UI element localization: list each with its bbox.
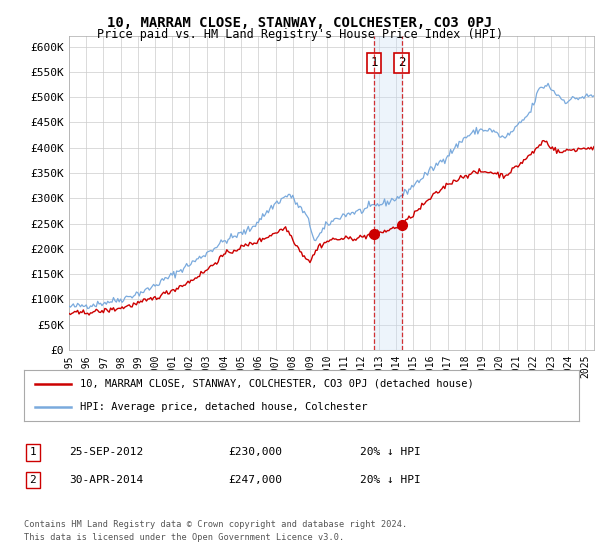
- Text: This data is licensed under the Open Government Licence v3.0.: This data is licensed under the Open Gov…: [24, 533, 344, 542]
- Text: 10, MARRAM CLOSE, STANWAY, COLCHESTER, CO3 0PJ: 10, MARRAM CLOSE, STANWAY, COLCHESTER, C…: [107, 16, 493, 30]
- Text: 1: 1: [370, 56, 378, 69]
- Text: 1: 1: [29, 447, 37, 458]
- Text: Price paid vs. HM Land Registry's House Price Index (HPI): Price paid vs. HM Land Registry's House …: [97, 28, 503, 41]
- Text: £247,000: £247,000: [228, 475, 282, 485]
- Text: 20% ↓ HPI: 20% ↓ HPI: [360, 475, 421, 485]
- Text: 20% ↓ HPI: 20% ↓ HPI: [360, 447, 421, 458]
- Text: 2: 2: [398, 56, 406, 69]
- Text: 30-APR-2014: 30-APR-2014: [69, 475, 143, 485]
- Text: 2: 2: [29, 475, 37, 485]
- Text: 25-SEP-2012: 25-SEP-2012: [69, 447, 143, 458]
- Text: Contains HM Land Registry data © Crown copyright and database right 2024.: Contains HM Land Registry data © Crown c…: [24, 520, 407, 529]
- Text: 10, MARRAM CLOSE, STANWAY, COLCHESTER, CO3 0PJ (detached house): 10, MARRAM CLOSE, STANWAY, COLCHESTER, C…: [79, 379, 473, 389]
- Bar: [374, 36, 402, 350]
- Text: £230,000: £230,000: [228, 447, 282, 458]
- Text: HPI: Average price, detached house, Colchester: HPI: Average price, detached house, Colc…: [79, 402, 367, 412]
